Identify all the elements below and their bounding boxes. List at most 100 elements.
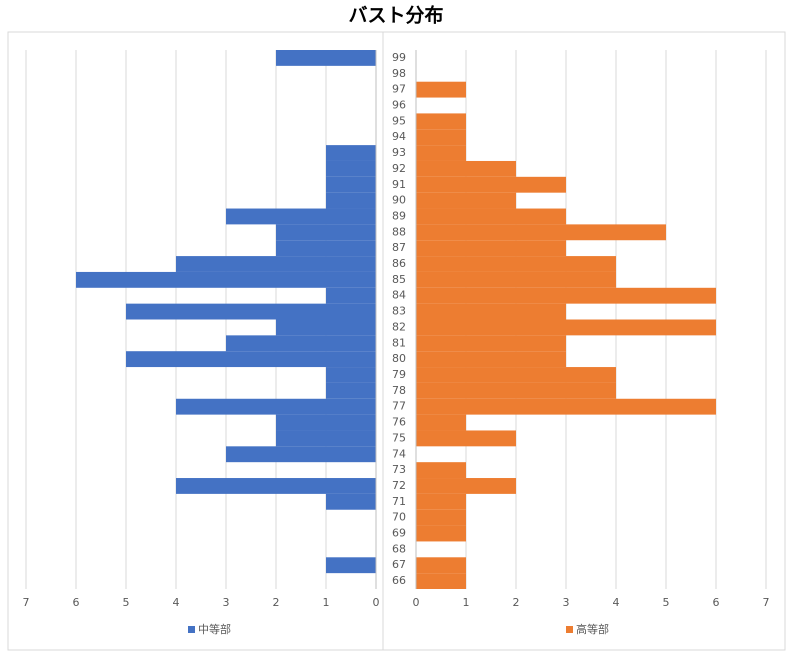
- bar: [276, 50, 376, 66]
- bar: [416, 525, 466, 542]
- category-label: 66: [392, 574, 406, 587]
- x-tick-label: 1: [323, 596, 330, 609]
- x-tick-label: 7: [23, 596, 30, 609]
- x-tick-label: 6: [73, 596, 80, 609]
- category-label: 80: [392, 352, 406, 365]
- bar: [416, 398, 716, 415]
- category-label: 96: [392, 98, 406, 111]
- bar: [416, 113, 466, 130]
- bar: [326, 382, 376, 399]
- category-label: 82: [392, 320, 406, 333]
- bar: [326, 287, 376, 304]
- category-label: 88: [392, 225, 406, 238]
- x-tick-label: 0: [413, 596, 420, 609]
- category-label: 72: [392, 479, 406, 492]
- category-label: 77: [392, 400, 406, 413]
- category-label: 95: [392, 114, 406, 127]
- legend-swatch: [188, 626, 195, 633]
- category-label: 97: [392, 83, 406, 96]
- category-label: 81: [392, 336, 406, 349]
- x-tick-label: 1: [463, 596, 470, 609]
- category-label: 84: [392, 289, 406, 302]
- bar: [416, 319, 716, 336]
- x-tick-label: 5: [663, 596, 670, 609]
- bar: [416, 493, 466, 510]
- bar: [326, 557, 376, 574]
- bar: [416, 478, 516, 494]
- bar: [176, 478, 376, 494]
- x-tick-label: 7: [763, 596, 770, 609]
- bar: [76, 271, 376, 288]
- x-tick-label: 0: [373, 596, 380, 609]
- x-tick-label: 3: [563, 596, 570, 609]
- bar: [416, 573, 466, 589]
- category-label: 76: [392, 416, 406, 429]
- bar: [416, 256, 616, 272]
- bar: [226, 446, 376, 463]
- x-tick-label: 6: [713, 596, 720, 609]
- bar: [416, 430, 516, 447]
- category-label: 73: [392, 463, 406, 476]
- bar: [416, 160, 516, 177]
- x-tick-label: 4: [613, 596, 620, 609]
- bar: [416, 462, 466, 479]
- category-label: 83: [392, 305, 406, 318]
- category-label: 71: [392, 495, 406, 508]
- legend-swatch: [566, 626, 573, 633]
- bar: [176, 256, 376, 272]
- x-tick-label: 5: [123, 596, 130, 609]
- chart-frame: [7, 31, 786, 651]
- bar: [226, 208, 376, 225]
- bar: [416, 367, 616, 383]
- category-label: 93: [392, 146, 406, 159]
- bar: [416, 240, 566, 257]
- bar: [276, 224, 376, 241]
- bar: [276, 414, 376, 431]
- bar: [276, 240, 376, 257]
- category-label: 85: [392, 273, 406, 286]
- category-label: 74: [392, 447, 406, 460]
- bar: [326, 176, 376, 193]
- legend-label: 中等部: [198, 622, 231, 636]
- category-label: 79: [392, 368, 406, 381]
- category-label: 69: [392, 527, 406, 540]
- chart-title: バスト分布: [348, 4, 443, 27]
- category-label: 68: [392, 542, 406, 555]
- bar: [126, 303, 376, 320]
- category-label: 99: [392, 51, 406, 64]
- category-label: 78: [392, 384, 406, 397]
- bar: [326, 160, 376, 177]
- bar: [176, 398, 376, 415]
- bar: [416, 335, 566, 352]
- bar: [326, 493, 376, 510]
- bar: [416, 145, 466, 161]
- category-label: 94: [392, 130, 406, 143]
- category-label: 86: [392, 257, 406, 270]
- bar: [416, 287, 716, 304]
- bar: [416, 224, 666, 241]
- x-tick-label: 2: [273, 596, 280, 609]
- bar: [416, 176, 566, 193]
- category-label: 91: [392, 178, 406, 191]
- bar: [326, 145, 376, 161]
- category-label: 75: [392, 431, 406, 444]
- category-label: 70: [392, 511, 406, 524]
- x-tick-label: 2: [513, 596, 520, 609]
- bar: [126, 351, 376, 368]
- bar: [416, 81, 466, 98]
- bar: [416, 192, 516, 209]
- category-label: 67: [392, 558, 406, 571]
- bar: [416, 382, 616, 399]
- bar: [416, 303, 566, 320]
- bar: [276, 319, 376, 336]
- category-label: 89: [392, 209, 406, 222]
- category-label: 90: [392, 194, 406, 207]
- legend-label: 高等部: [576, 622, 609, 636]
- category-label: 92: [392, 162, 406, 175]
- bar: [416, 129, 466, 146]
- bar: [416, 271, 616, 288]
- bar: [326, 192, 376, 209]
- bar: [226, 335, 376, 352]
